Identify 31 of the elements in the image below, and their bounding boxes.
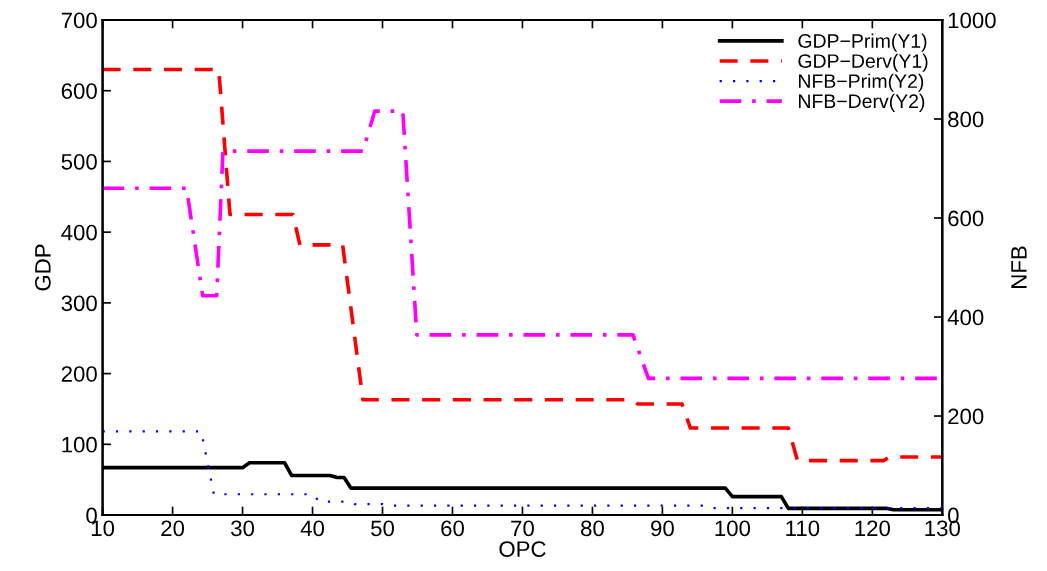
x-tick-label: 70 xyxy=(511,520,534,537)
legend-label: NFB−Prim(Y2) xyxy=(799,73,924,92)
y-tick-label: 600 xyxy=(61,83,97,99)
y-tick-label: 500 xyxy=(61,153,97,170)
x-tick-label: 20 xyxy=(161,520,185,537)
y2-tick-label: 400 xyxy=(947,309,984,326)
y-tick-label: 100 xyxy=(62,436,97,453)
y2-tick-label: 200 xyxy=(948,408,984,425)
x-tick-label: 100 xyxy=(715,520,751,537)
y-tick-label: 700 xyxy=(61,12,97,29)
x-axis-title: OPC xyxy=(499,541,546,557)
y-axis-title: GDP xyxy=(34,244,51,291)
line-series xyxy=(102,430,943,510)
legend-label: GDP−Derv(Y1) xyxy=(798,53,928,72)
x-tick-label: 90 xyxy=(651,520,674,537)
x-tick-label: 80 xyxy=(581,520,604,537)
y2-axis-title: NFB xyxy=(1011,246,1027,288)
y2-tick-label: 600 xyxy=(948,210,984,227)
y-tick-label: 200 xyxy=(61,366,97,382)
x-tick-label: 60 xyxy=(441,520,464,537)
x-tick-label: 30 xyxy=(231,520,255,537)
y-tick-label: 400 xyxy=(61,224,97,241)
legend-label: GDP−Prim(Y1) xyxy=(798,33,927,52)
x-tick-label: 120 xyxy=(855,520,890,537)
x-tick-label: 40 xyxy=(300,520,325,537)
y-tick-label: 300 xyxy=(61,295,97,312)
x-tick-label: 50 xyxy=(371,520,394,537)
y2-tick-label: 1000 xyxy=(948,12,996,29)
legend-label: NFB−Derv(Y2) xyxy=(799,93,925,112)
y2-tick-label: 800 xyxy=(948,111,984,128)
x-tick-label: 110 xyxy=(786,520,820,537)
